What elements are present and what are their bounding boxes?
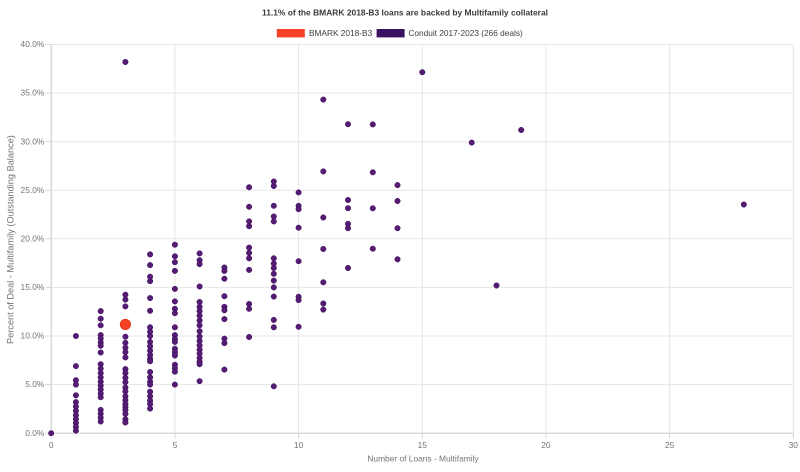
svg-text:BMARK 2018-B3: BMARK 2018-B3	[309, 28, 373, 38]
svg-text:Percent of Deal - Multifamily: Percent of Deal - Multifamily (Outstandi…	[5, 135, 15, 344]
svg-text:11.1% of the BMARK 2018-B3 loa: 11.1% of the BMARK 2018-B3 loans are bac…	[262, 7, 548, 17]
svg-text:0: 0	[49, 440, 54, 450]
svg-text:35.0%: 35.0%	[21, 88, 45, 98]
svg-text:25.0%: 25.0%	[21, 185, 45, 195]
svg-text:5.0%: 5.0%	[25, 379, 45, 389]
svg-text:20.0%: 20.0%	[21, 233, 45, 243]
svg-text:Conduit 2017-2023 (266 deals): Conduit 2017-2023 (266 deals)	[408, 28, 523, 38]
svg-text:10: 10	[294, 440, 304, 450]
svg-text:30.0%: 30.0%	[21, 136, 45, 146]
svg-text:15: 15	[418, 440, 428, 450]
svg-text:25: 25	[665, 440, 675, 450]
svg-text:20: 20	[541, 440, 551, 450]
svg-text:Number of Loans - Multifamily: Number of Loans - Multifamily	[367, 454, 479, 464]
svg-text:40.0%: 40.0%	[21, 39, 45, 49]
svg-text:15.0%: 15.0%	[21, 282, 45, 292]
svg-text:10.0%: 10.0%	[21, 331, 45, 341]
svg-text:5: 5	[173, 440, 178, 450]
svg-text:30: 30	[789, 440, 799, 450]
svg-text:0.0%: 0.0%	[25, 428, 45, 438]
